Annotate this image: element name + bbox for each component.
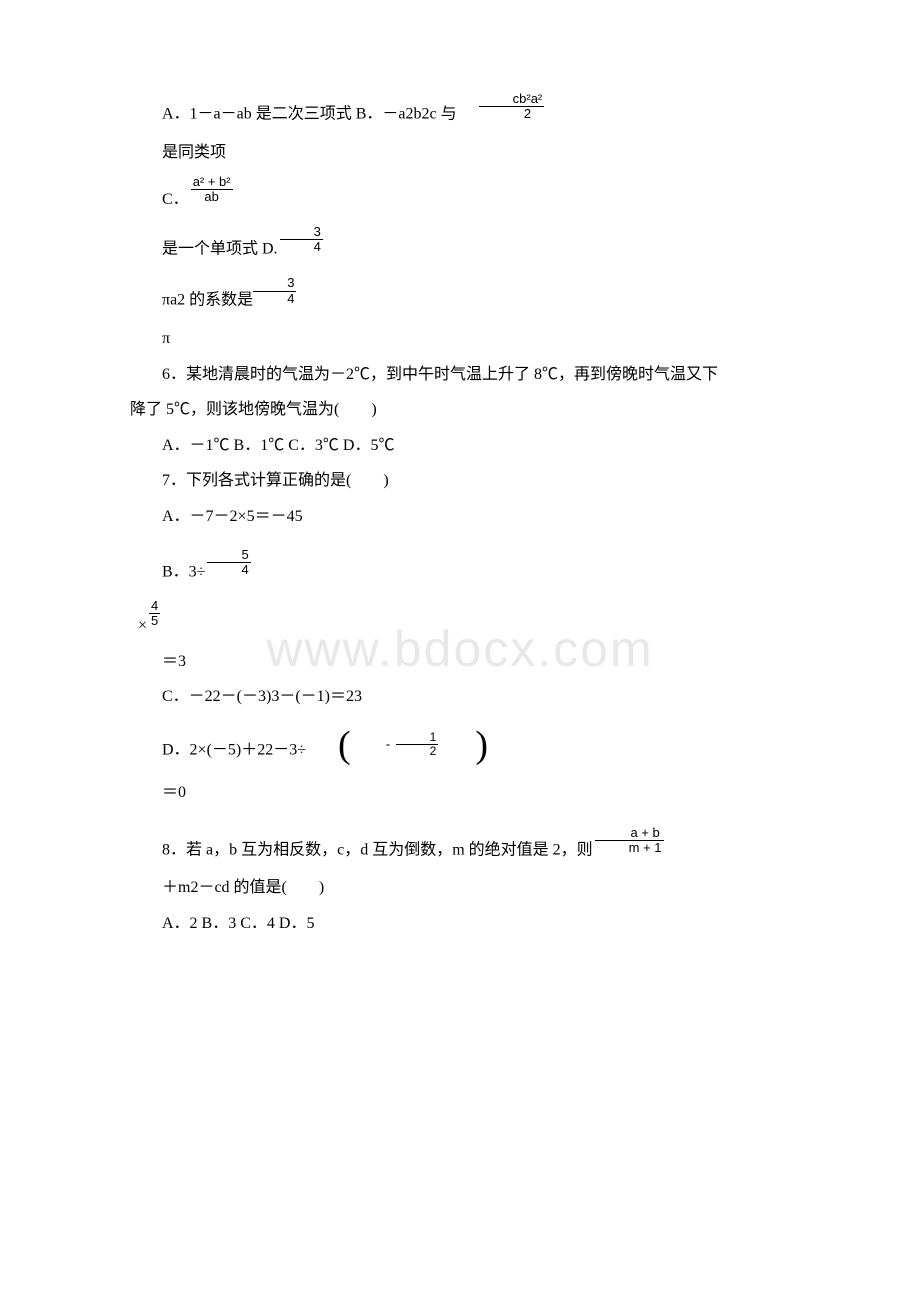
q5-optD-frac2-den: 4 [253,292,296,306]
q5-optC-frac-num: a² + b² [191,175,233,190]
q8-stem-prefix: 8．若 a，b 互为相反数，c，d 互为倒数，m 的绝对值是 2，则 [162,841,593,858]
q7-optB-prefix: B．3÷ [162,563,205,580]
q7-optB-line: B．3÷ 5 4 [130,558,830,588]
q7-optD-fraction: 1 2 [396,731,439,758]
q8-fraction: a + b m + 1 [595,826,664,856]
q7-optB-frac2: 4 5 [149,599,160,629]
left-paren-icon: ( [306,726,351,764]
q5-optC-frac-den: ab [191,190,233,204]
q5-optA-prefix: A．1－a－ab 是二次三项式 B．－a2b2c 与 [162,105,457,122]
q8-tail: ＋m2－cd 的值是( ) [130,875,830,901]
q6-stem-line1: 6．某地清晨时的气温为－2℃，到中午时气温上升了 8℃，再到傍晚时气温又下 [130,362,830,388]
q5-optA-tail: 是同类项 [130,140,830,166]
q5-optD-frac2-num: 3 [253,276,296,291]
q7-optD-eq: ＝0 [130,780,830,806]
q5-pi-only: π [130,326,830,352]
q7-optB-frac1: 5 4 [207,548,250,578]
q5-optD-frac1-den: 4 [280,240,323,254]
q5-optD-frac1: 3 4 [280,225,323,255]
q8-frac-den: m + 1 [595,841,664,855]
q8-options: A．2 B．3 C．4 D．5 [130,911,830,937]
q8-frac-num: a + b [595,826,664,841]
q5-optA-frac-den: 2 [479,107,545,121]
q5-optC-fracline: C． a² + b² ab [130,183,830,213]
q8-stem-line: 8．若 a，b 互为相反数，c，d 互为倒数，m 的绝对值是 2，则 a + b… [130,836,830,866]
q6-options: A．－1℃ B．1℃ C．3℃ D．5℃ [130,433,830,459]
q7-optB-frac1-num: 5 [207,548,250,563]
q7-optD-frac-num: 1 [396,731,439,745]
q7-optA: A．－7－2×5＝－45 [130,504,830,530]
q7-optB-eq: ＝3 [130,649,830,675]
q7-optB-frac2-den: 5 [149,614,160,628]
q5-optA-fraction: cb²a² 2 [479,92,545,122]
q7-optC: C．－22－(－3)3－(－1)＝23 [130,684,830,710]
q5-optA-line: A．1－a－ab 是二次三项式 B．－a2b2c 与 cb²a² 2 [130,100,830,130]
q5-optD-frac1-num: 3 [280,225,323,240]
q7-optD-line: D．2×(－5)＋22－3÷ ( - 1 2 ) [130,732,830,770]
q5-optC-prefix: C． [162,191,189,208]
q7-optB-mid-line: × 4 5 [130,609,830,639]
q7-optD-frac-den: 2 [396,745,439,758]
q7-optD-paren-frac: ( - 1 2 ) [306,726,488,764]
q7-optD-prefix: D．2×(－5)＋22－3÷ [162,742,306,759]
q7-optB-frac1-den: 4 [207,563,250,577]
q5-optA-frac-num: cb²a² [479,92,545,107]
q5-pia2-line: πa2 的系数是 3 4 [130,286,830,316]
q5-optD-frac2: 3 4 [253,276,296,306]
q7-stem: 7．下列各式计算正确的是( ) [130,468,830,494]
q5-optC-fraction: a² + b² ab [191,175,233,205]
q7-optB-mid: × [138,617,147,634]
document-content: A．1－a－ab 是二次三项式 B．－a2b2c 与 cb²a² 2 是同类项 … [130,100,830,936]
right-paren-icon: ) [443,726,488,764]
q5-pia2-prefix: πa2 的系数是 [162,292,253,309]
q5-optC-tail: 是一个单项式 D. [162,240,278,257]
q7-optB-frac2-num: 4 [149,599,160,614]
q5-optC-tail-line: 是一个单项式 D. 3 4 [130,235,830,265]
q6-stem-line2: 降了 5℃，则该地傍晚气温为( ) [130,397,830,423]
